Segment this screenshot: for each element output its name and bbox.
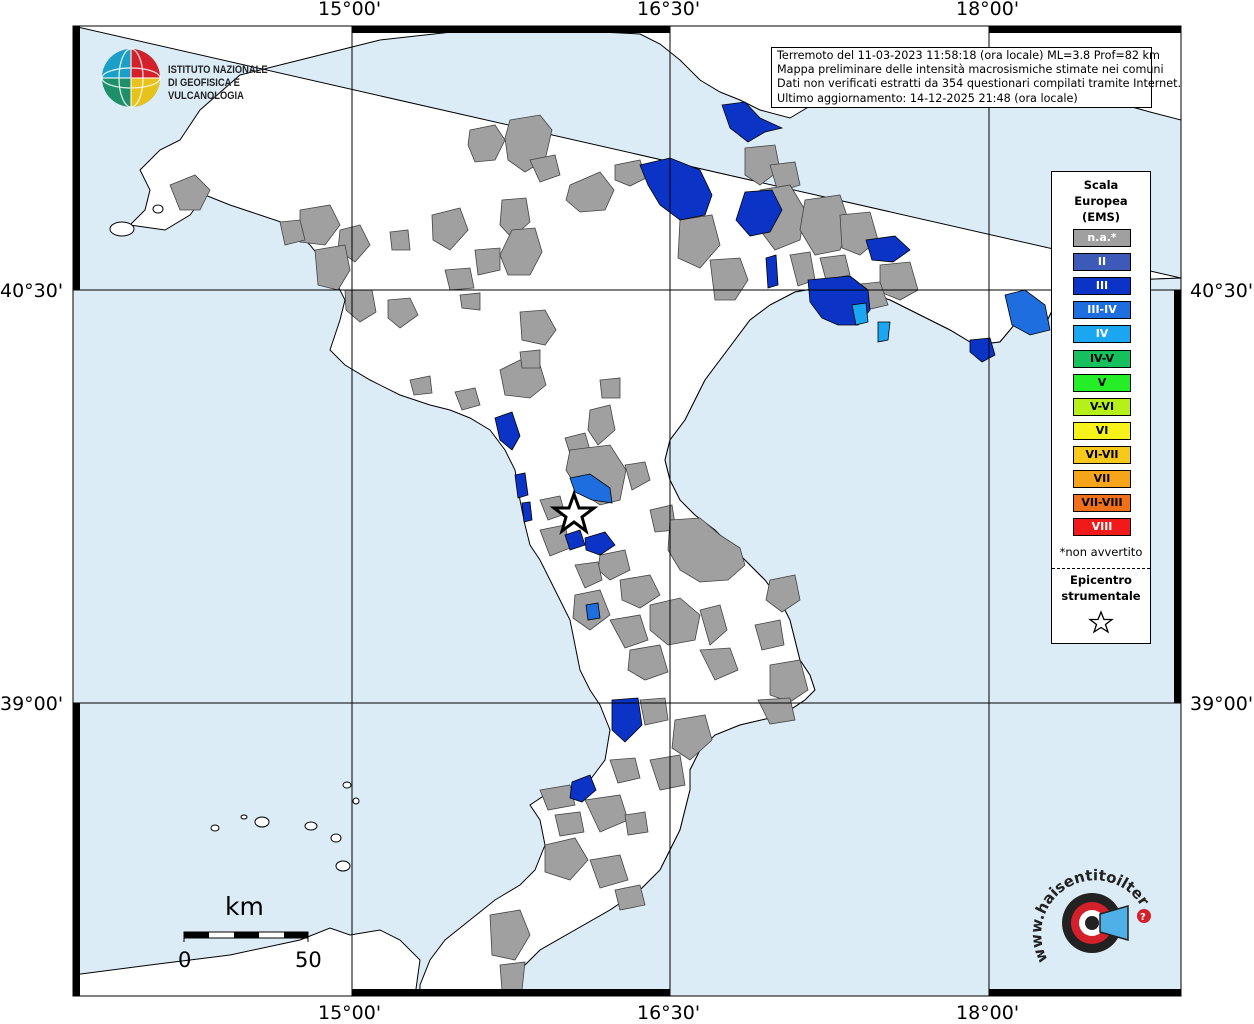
- legend-swatch: II: [1073, 253, 1131, 272]
- event-info-box: Terremoto del 11-03-2023 11:58:18 (ora l…: [771, 47, 1182, 108]
- legend-swatch: n.a.*: [1073, 229, 1131, 247]
- legend-title-line2: Europea: [1074, 194, 1128, 208]
- legend-swatch: VII-VIII: [1073, 494, 1131, 513]
- island: [210, 824, 220, 832]
- scale-bar: km 0 50: [178, 892, 323, 972]
- top-lon-label-2: 16°30': [637, 0, 701, 20]
- legend-swatch: IV-V: [1073, 349, 1131, 368]
- island: [109, 221, 135, 237]
- right-lat-label-1: 40°30': [1190, 280, 1254, 302]
- ingv-name-line1: ISTITUTO NAZIONALE: [168, 64, 268, 76]
- legend-swatch: VIII: [1073, 518, 1131, 537]
- legend-title-line1: Scala: [1083, 178, 1119, 192]
- legend-swatch: IV: [1073, 325, 1131, 344]
- ingv-name-line2: DI GEOFISICA E VULCANOLOGIA: [168, 77, 244, 102]
- island: [352, 797, 360, 805]
- scale-unit: km: [225, 892, 264, 921]
- island: [304, 821, 318, 831]
- graticule: [73, 26, 1181, 996]
- legend-swatch: V: [1073, 373, 1131, 392]
- bottom-lon-label-3: 18°00': [956, 1002, 1020, 1024]
- legend-separator: [1052, 568, 1150, 569]
- island: [342, 781, 352, 789]
- ems-iii-iv-municipalities: [569, 289, 1051, 621]
- epicenter-star-icon: [1088, 610, 1114, 634]
- ingv-globe-icon: [101, 48, 161, 108]
- island: [330, 833, 342, 843]
- right-lat-label-2: 39°00': [1190, 693, 1254, 715]
- scale-bar-graphic: [183, 931, 309, 942]
- legend-epicenter-line1: Epicentro: [1070, 573, 1132, 587]
- legend-swatch: III: [1073, 277, 1131, 296]
- hai-sentito-logo: www.haisentitoilterremoto.it ?: [1022, 854, 1160, 978]
- island: [254, 816, 270, 828]
- event-info-line3: Dati non verificati estratti da 354 ques…: [777, 77, 1182, 91]
- island: [240, 814, 248, 820]
- legend-swatch: VI: [1073, 421, 1131, 440]
- sicily-land: [73, 927, 421, 996]
- event-info-line2: Mappa preliminare delle intensità macros…: [777, 63, 1164, 77]
- event-info-line1: Terremoto del 11-03-2023 11:58:18 (ora l…: [777, 49, 1160, 62]
- ems-legend: Scala Europea (EMS) n.a.* II III III-IV IV IV…: [1051, 171, 1151, 644]
- left-lat-label-1: 40°30': [0, 280, 64, 302]
- legend-epicenter-line2: strumentale: [1061, 589, 1141, 603]
- epicenter-star: [549, 489, 599, 535]
- top-lon-label-3: 18°00': [956, 0, 1020, 20]
- frame-ticks: [73, 26, 1181, 996]
- scale-label-end: 50: [295, 948, 322, 972]
- ingv-logo: ISTITUTO NAZIONALE DI GEOFISICA E VULCAN…: [100, 47, 320, 111]
- legend-swatch: VII: [1073, 470, 1131, 488]
- bottom-lon-label-2: 16°30': [637, 1002, 701, 1024]
- hai-sentito-watermark-icon: www.haisentitoilterremoto.it ?: [1022, 854, 1153, 965]
- svg-text:?: ?: [1140, 912, 1146, 923]
- left-lat-label-2: 39°00': [0, 693, 64, 715]
- island: [335, 860, 351, 872]
- ems-iv-municipalities: [851, 302, 891, 343]
- event-info-line4: Ultimo aggiornamento: 14-12-2025 21:48 (…: [777, 91, 1078, 105]
- bottom-lon-label-1: 15°00': [318, 1002, 382, 1024]
- legend-swatch: VI-VII: [1073, 445, 1131, 464]
- top-lon-label-1: 15°00': [318, 0, 382, 20]
- island: [152, 204, 164, 214]
- legend-swatch: III-IV: [1073, 301, 1131, 320]
- scale-label-start: 0: [178, 948, 192, 972]
- legend-swatch: V-VI: [1073, 397, 1131, 416]
- legend-note: *non avvertito: [1059, 545, 1143, 559]
- legend-title-line3: (EMS): [1081, 210, 1121, 224]
